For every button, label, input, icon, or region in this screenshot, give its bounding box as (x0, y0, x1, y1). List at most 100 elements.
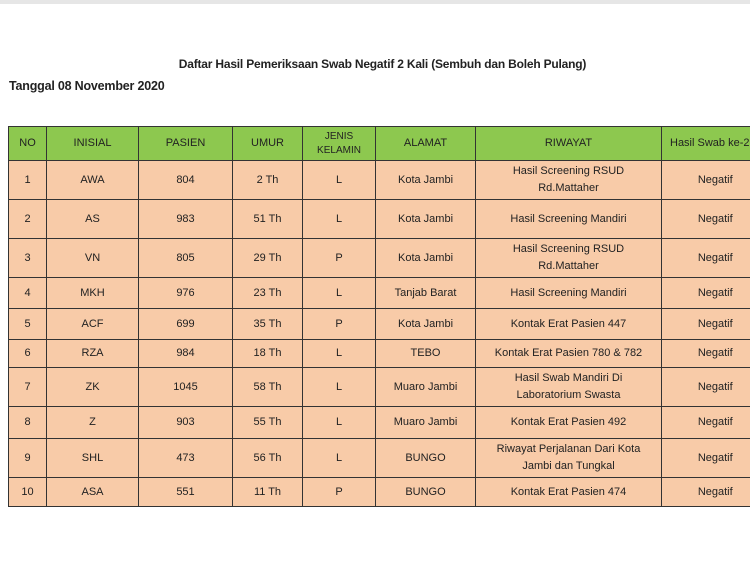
cell-no: 4 (8, 277, 47, 309)
cell-hasil-swab: Negatif (661, 477, 750, 507)
cell-riwayat: Hasil Screening Mandiri (475, 277, 662, 309)
table-row: 3 VN 805 29 Th P Kota Jambi Hasil Screening RS… (8, 238, 750, 278)
cell-umur: 35 Th (232, 308, 303, 340)
cell-pasien: 804 (138, 160, 233, 200)
cell-hasil-swab: Negatif (661, 339, 750, 368)
cell-inisial: AWA (46, 160, 139, 200)
cell-hasil-swab: Negatif (661, 277, 750, 309)
cell-jenis-kelamin: L (302, 199, 376, 239)
cell-hasil-swab: Negatif (661, 438, 750, 478)
cell-riwayat: Kontak Erat Pasien 780 & 782 (475, 339, 662, 368)
cell-no: 7 (8, 367, 47, 407)
table-row: 2 AS 983 51 Th L Kota Jambi Hasil Screening Ma… (8, 199, 750, 239)
cell-pasien: 699 (138, 308, 233, 340)
cell-no: 8 (8, 406, 47, 439)
cell-pasien: 903 (138, 406, 233, 439)
cell-jenis-kelamin: L (302, 160, 376, 200)
cell-jenis-kelamin: L (302, 339, 376, 368)
cell-jenis-kelamin: L (302, 406, 376, 439)
header-hasil-swab: Hasil Swab ke-2 (661, 126, 750, 161)
cell-inisial: SHL (46, 438, 139, 478)
cell-alamat: TEBO (375, 339, 476, 368)
cell-alamat: Muaro Jambi (375, 367, 476, 407)
header-umur: UMUR (232, 126, 303, 161)
cell-inisial: ACF (46, 308, 139, 340)
cell-no: 10 (8, 477, 47, 507)
cell-pasien: 473 (138, 438, 233, 478)
cell-jenis-kelamin: L (302, 367, 376, 407)
top-bar (0, 0, 750, 4)
cell-hasil-swab: Negatif (661, 160, 750, 200)
header-inisial: INISIAL (46, 126, 139, 161)
cell-riwayat: Riwayat Perjalanan Dari Kota Jambi dan T… (475, 438, 662, 478)
cell-alamat: Kota Jambi (375, 238, 476, 278)
cell-jenis-kelamin: P (302, 238, 376, 278)
cell-riwayat: Hasil Screening RSUD Rd.Mattaher (475, 160, 662, 200)
cell-no: 2 (8, 199, 47, 239)
cell-inisial: RZA (46, 339, 139, 368)
cell-pasien: 976 (138, 277, 233, 309)
table-row: 7 ZK 1045 58 Th L Muaro Jambi Hasil Swab Mandi… (8, 367, 750, 407)
cell-umur: 55 Th (232, 406, 303, 439)
table-row: 9 SHL 473 56 Th L BUNGO Riwayat Perjalanan Dar… (8, 438, 750, 478)
cell-umur: 56 Th (232, 438, 303, 478)
cell-jenis-kelamin: L (302, 438, 376, 478)
cell-riwayat: Hasil Screening RSUD Rd.Mattaher (475, 238, 662, 278)
table-header-row: NO INISIAL PASIEN UMUR JENIS KELAMIN ALA… (8, 126, 750, 161)
cell-alamat: BUNGO (375, 477, 476, 507)
cell-no: 1 (8, 160, 47, 200)
cell-pasien: 984 (138, 339, 233, 368)
cell-alamat: Muaro Jambi (375, 406, 476, 439)
cell-pasien: 805 (138, 238, 233, 278)
cell-hasil-swab: Negatif (661, 238, 750, 278)
cell-hasil-swab: Negatif (661, 199, 750, 239)
table-row: 5 ACF 699 35 Th P Kota Jambi Kontak Erat Pasie… (8, 308, 750, 340)
cell-alamat: BUNGO (375, 438, 476, 478)
header-alamat: ALAMAT (375, 126, 476, 161)
cell-hasil-swab: Negatif (661, 406, 750, 439)
cell-umur: 2 Th (232, 160, 303, 200)
cell-inisial: AS (46, 199, 139, 239)
cell-umur: 18 Th (232, 339, 303, 368)
cell-jenis-kelamin: P (302, 308, 376, 340)
cell-riwayat: Kontak Erat Pasien 447 (475, 308, 662, 340)
cell-umur: 58 Th (232, 367, 303, 407)
cell-hasil-swab: Negatif (661, 367, 750, 407)
cell-alamat: Kota Jambi (375, 308, 476, 340)
cell-inisial: ZK (46, 367, 139, 407)
table-row: 6 RZA 984 18 Th L TEBO Kontak Erat Pasien 780 … (8, 339, 750, 368)
table-row: 1 AWA 804 2 Th L Kota Jambi Hasil Screening RS… (8, 160, 750, 200)
cell-umur: 23 Th (232, 277, 303, 309)
document-title: Daftar Hasil Pemeriksaan Swab Negatif 2 … (178, 57, 587, 71)
cell-pasien: 1045 (138, 367, 233, 407)
cell-pasien: 983 (138, 199, 233, 239)
table-row: 8 Z 903 55 Th L Muaro Jambi Kontak Erat Pasien… (8, 406, 750, 439)
cell-riwayat: Hasil Screening Mandiri (475, 199, 662, 239)
cell-jenis-kelamin: L (302, 277, 376, 309)
cell-umur: 51 Th (232, 199, 303, 239)
cell-umur: 11 Th (232, 477, 303, 507)
cell-no: 5 (8, 308, 47, 340)
cell-riwayat: Kontak Erat Pasien 492 (475, 406, 662, 439)
cell-no: 9 (8, 438, 47, 478)
cell-inisial: Z (46, 406, 139, 439)
cell-alamat: Tanjab Barat (375, 277, 476, 309)
cell-riwayat: Kontak Erat Pasien 474 (475, 477, 662, 507)
cell-alamat: Kota Jambi (375, 199, 476, 239)
cell-inisial: VN (46, 238, 139, 278)
cell-jenis-kelamin: P (302, 477, 376, 507)
cell-riwayat: Hasil Swab Mandiri Di Laboratorium Swast… (475, 367, 662, 407)
cell-inisial: ASA (46, 477, 139, 507)
table-row: 4 MKH 976 23 Th L Tanjab Barat Hasil Screening… (8, 277, 750, 309)
cell-hasil-swab: Negatif (661, 308, 750, 340)
patient-table: NO INISIAL PASIEN UMUR JENIS KELAMIN ALA… (8, 126, 750, 507)
document-date: Tanggal 08 November 2020 (9, 79, 165, 93)
cell-pasien: 551 (138, 477, 233, 507)
cell-alamat: Kota Jambi (375, 160, 476, 200)
cell-no: 3 (8, 238, 47, 278)
table-row: 10 ASA 551 11 Th P BUNGO Kontak Erat Pasien 47… (8, 477, 750, 507)
cell-inisial: MKH (46, 277, 139, 309)
cell-umur: 29 Th (232, 238, 303, 278)
cell-no: 6 (8, 339, 47, 368)
header-no: NO (8, 126, 47, 161)
